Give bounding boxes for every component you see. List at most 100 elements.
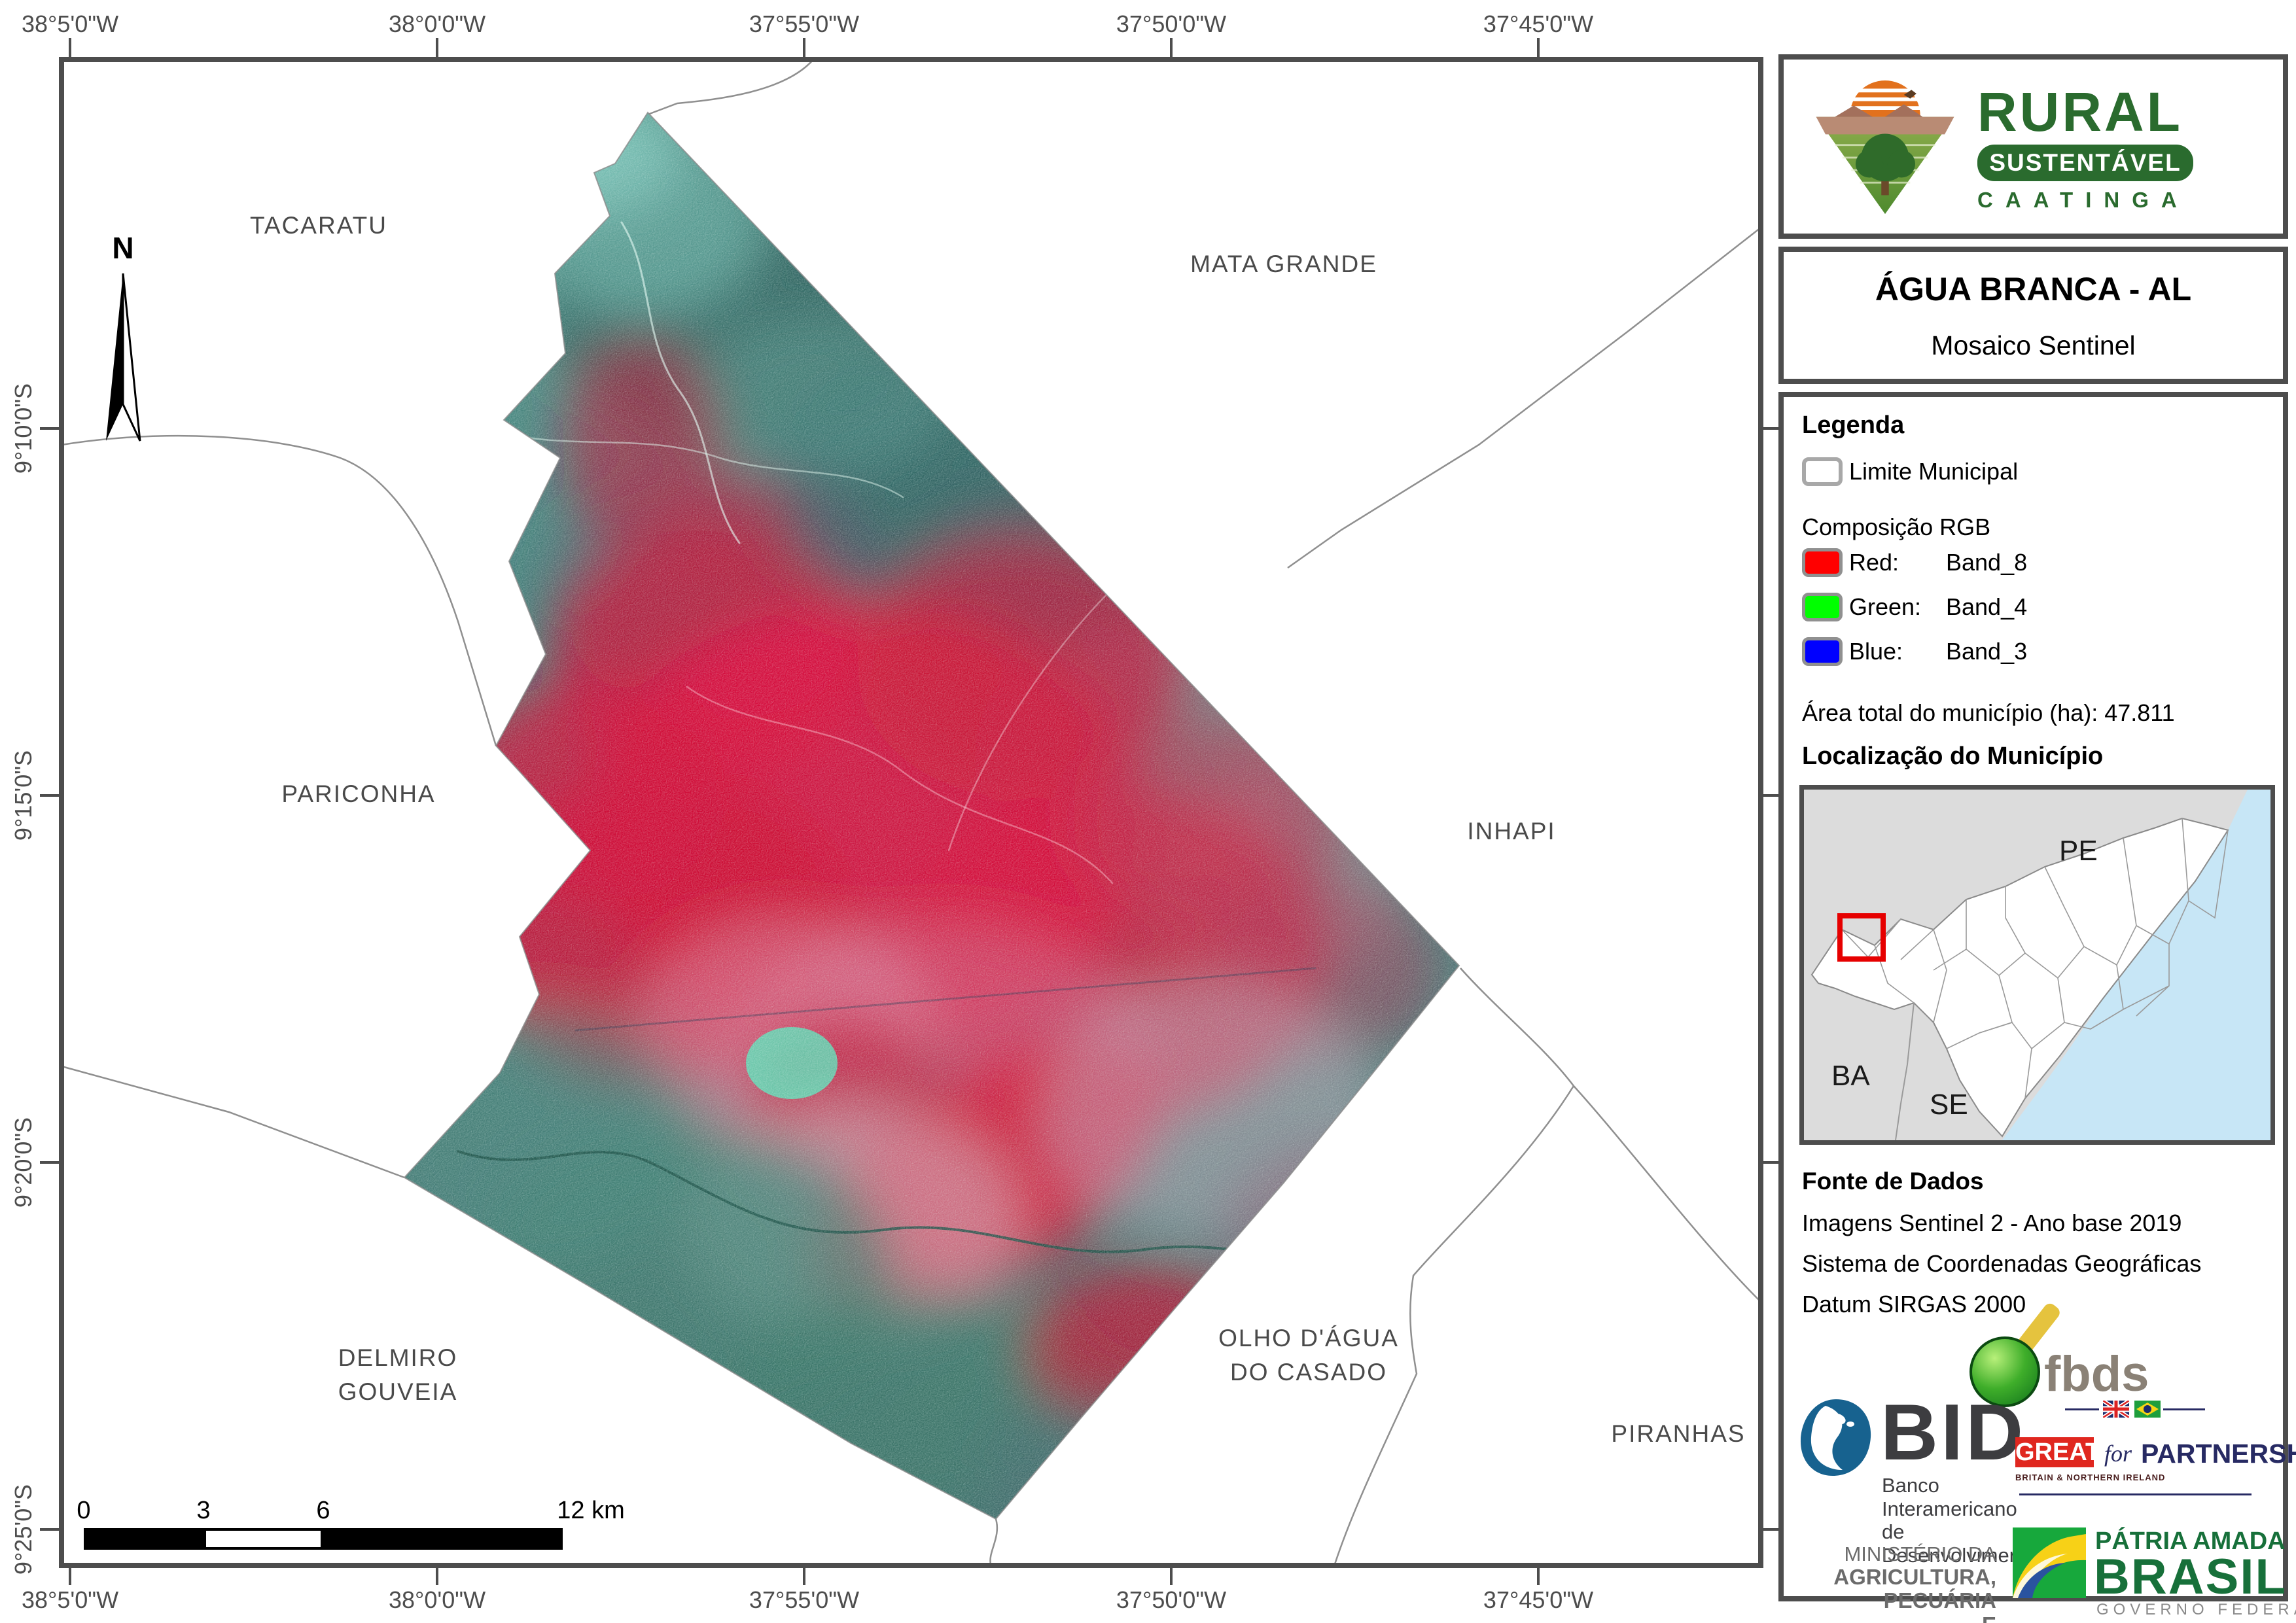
map-subtitle: Mosaico Sentinel [1931,330,2136,360]
axis-label-latitude: 9°10'0"S [10,383,37,474]
map-title: ÁGUA BRANCA - AL [1875,270,2192,307]
north-arrow-icon [106,273,141,442]
brasil-flag-logo-icon [2013,1527,2086,1598]
location-inset-map: PE BA SE [1799,785,2275,1145]
legend-rgb-row: Green: Band_4 [1802,592,2027,622]
limite-municipal-label: Limite Municipal [1849,458,2019,485]
data-source-line: Imagens Sentinel 2 - Ano base 2019 [1802,1210,2182,1236]
scalebar-label: 0 [77,1497,91,1524]
north-indicator: N [97,230,149,459]
data-source-line: Datum SIRGAS 2000 [1802,1290,2026,1318]
axis-tick [1762,1528,1781,1531]
brazil-flag-icon [2134,1401,2161,1418]
axis-label-longitude-bottom: 38°0'0"W [388,1586,486,1613]
legend-color-swatch [1802,593,1843,621]
municipal-limit-outline [403,111,1460,1520]
axis-tick [40,427,59,430]
map-place-label: INHAPI [1467,818,1556,845]
inset-label-pe: PE [2059,835,2098,867]
municipality-highlight-box [1837,913,1886,962]
great-for-text: for [2104,1440,2132,1467]
axis-label-longitude-top: 38°0'0"W [388,10,486,37]
legend-band-value: Band_4 [1946,593,2028,620]
bid-logo: BID Banco Interamericano de Desenvolvime… [1797,1387,2038,1567]
ministry-line1: MINISTÉRIO DA [1844,1543,1996,1565]
great-underline [2019,1493,2252,1495]
logo-word-rural: RURAL [1977,80,2183,143]
axis-tick [1762,794,1781,797]
total-area-value: Área total do município (ha): 47.811 [1802,699,2175,726]
axis-label-longitude-bottom: 37°55'0"W [749,1586,860,1613]
great-logo-text: GREAT [2015,1437,2101,1467]
inset-label-se: SE [1930,1089,1968,1121]
fbds-logo: fbds [1967,1299,2149,1410]
axis-label-longitude-bottom: 38°5'0"W [21,1586,119,1613]
data-source-lines: Imagens Sentinel 2 - Ano base 2019 Sistem… [1802,1203,2201,1325]
scale-bar: 0 3 6 12 km [0,1497,654,1562]
axis-tick [436,38,438,57]
scalebar-label: 6 [316,1497,330,1524]
satellite-mosaic-map [61,59,1761,1565]
uk-flag-icon [2103,1401,2129,1418]
ministry-line3: E ABASTECIMENTO [1823,1613,1996,1623]
axis-tick [803,38,805,57]
limite-municipal-swatch [1802,457,1843,486]
axis-tick [1762,1161,1781,1164]
great-logo-subtext: BRITAIN & NORTHERN IRELAND [2015,1473,2166,1482]
partnership-text: PARTNERSHIP [2141,1439,2296,1469]
axis-tick [1762,427,1781,430]
axis-label-latitude: 9°15'0"S [10,750,37,841]
axis-tick [40,794,59,797]
legend-rgb-row: Red: Band_8 [1802,548,2027,578]
patria-amada-brasil-logo: PÁTRIA AMADA BRASIL GOVERNO FEDERAL [2013,1527,2296,1618]
flag-divider-line [2163,1408,2205,1410]
great-partnership-logo: GREAT BRITAIN & NORTHERN IRELAND for PAR… [2006,1397,2296,1514]
bid-sub-line2: de Desenvolvimento [1882,1520,2038,1567]
axis-label-longitude-top: 38°5'0"W [21,10,119,37]
patria-amada-text: PÁTRIA AMADA [2095,1527,2286,1555]
governo-federal-text: GOVERNO FEDERAL [2096,1601,2296,1618]
fbds-logo-icon [1969,1303,2060,1407]
map-place-label: PARICONHA [281,780,436,808]
scale-bar-segment [203,1528,323,1550]
scalebar-label: 3 [196,1497,211,1524]
data-source-line: Sistema de Coordenadas Geográficas [1802,1249,2202,1277]
axis-tick [1170,38,1173,57]
flag-divider-line [2065,1408,2099,1410]
scale-bar-segment [323,1528,563,1550]
legend-heading: Legenda [1802,411,1905,439]
map-place-label: TACARATU [250,212,387,239]
axis-label-longitude-top: 37°55'0"W [749,10,860,37]
inset-label-ba: BA [1831,1060,1870,1092]
legend-channel-name: Red: [1849,549,1899,576]
axis-tick [1537,1566,1540,1585]
legend-channel-name: Blue: [1849,638,1903,665]
axis-label-longitude-top: 37°45'0"W [1483,10,1594,37]
rgb-composition-heading: Composição RGB [1802,514,1991,540]
axis-tick [40,1528,59,1531]
legend-color-swatch [1802,637,1843,666]
brasil-text: BRASIL [2094,1549,2287,1605]
bid-logo-text: BID [1881,1387,2026,1476]
axis-tick [1537,38,1540,57]
legend-band-value: Band_8 [1946,549,2028,576]
program-logo-panel: RURAL SUSTENTÁVEL CAATINGA [1778,54,2288,239]
axis-label-longitude-bottom: 37°50'0"W [1116,1586,1227,1613]
map-place-label: OLHO D'ÁGUA DO CASADO [1218,1325,1399,1386]
logo-word-caatinga: CAATINGA [1977,187,2189,212]
axis-tick [436,1566,438,1585]
data-source-heading: Fonte de Dados [1802,1168,1984,1195]
map-place-label: PIRANHAS [1611,1420,1746,1448]
rgb-composition-rows: Red: Band_8 Green: Band_4 Blue: Band_3 [1802,548,2027,681]
scalebar-label: 12 km [557,1497,625,1524]
bid-logo-icon [1800,1399,1871,1476]
fbds-logo-text: fbds [2044,1346,2149,1402]
legend-band-value: Band_3 [1946,638,2028,665]
axis-tick [69,1566,71,1585]
ministry-line2: AGRICULTURA, PECUÁRIA [1833,1565,1996,1613]
axis-tick [40,1161,59,1164]
axis-label-longitude-bottom: 37°45'0"W [1483,1586,1594,1613]
north-label: N [112,231,134,265]
legend-channel-name: Green: [1849,593,1922,620]
